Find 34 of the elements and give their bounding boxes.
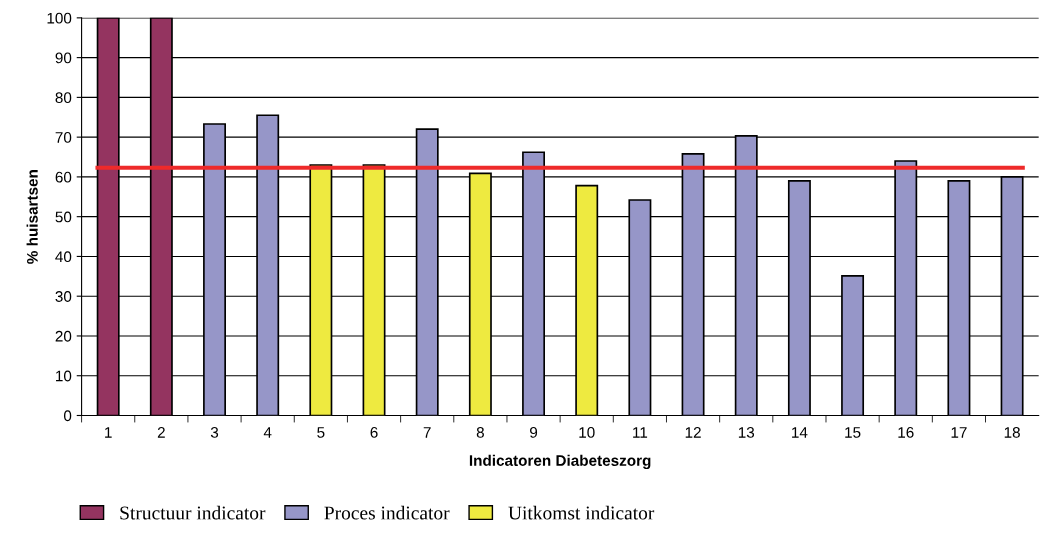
- legend-label: Structuur indicator: [120, 505, 266, 520]
- x-tick-label: 3: [210, 427, 219, 438]
- x-tick-label: 6: [370, 427, 378, 438]
- y-tick-label: 50: [55, 211, 72, 223]
- y-tick-label: 70: [55, 132, 72, 143]
- x-tick-label: 16: [898, 427, 914, 438]
- y-tick-label: 30: [55, 291, 72, 302]
- x-tick-label: 12: [685, 427, 701, 438]
- y-tick-label: 10: [56, 370, 72, 382]
- y-axis-title: % huisartsen: [26, 170, 38, 264]
- legend-label: Uitkomst indicator: [508, 505, 655, 520]
- y-tick-label: 0: [63, 410, 72, 422]
- y-tick-label: 40: [55, 251, 72, 263]
- x-tick-label: 8: [476, 427, 484, 438]
- x-tick-label: 15: [845, 427, 861, 438]
- legend-label: Proces indicator: [324, 505, 450, 520]
- x-tick-label: 14: [792, 427, 808, 438]
- x-tick-label: 10: [579, 427, 595, 438]
- x-axis-title: Indicatoren Diabeteszorg: [469, 454, 651, 470]
- x-tick-label: 2: [157, 427, 165, 438]
- x-tick-label: 11: [633, 427, 648, 438]
- x-tick-label: 1: [105, 427, 112, 438]
- y-tick-label: 20: [55, 330, 72, 342]
- x-tick-label: 4: [263, 427, 272, 438]
- x-tick-label: 18: [1004, 427, 1020, 438]
- x-tick-label: 9: [530, 427, 538, 438]
- x-tick-label: 5: [317, 427, 325, 438]
- y-tick-label: 60: [55, 171, 72, 183]
- y-tick-label: 90: [55, 52, 72, 64]
- y-tick-label: 80: [55, 92, 72, 104]
- y-tick-label: 100: [47, 12, 72, 24]
- x-tick-label: 13: [738, 427, 755, 438]
- x-tick-label: 7: [423, 427, 431, 438]
- x-tick-label: 17: [951, 427, 967, 438]
